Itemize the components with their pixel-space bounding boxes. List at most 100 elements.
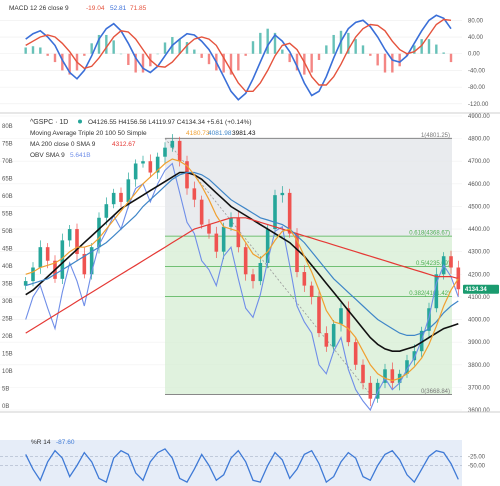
wr-y-tick: -50.00 (468, 464, 486, 470)
macd-histogram-bar (427, 39, 431, 54)
macd-histogram-bar (200, 53, 203, 58)
price-y-tick: 4100.00 (468, 295, 490, 301)
last-price-tag: 4134.34 (463, 284, 499, 294)
macd-histogram-bar (229, 53, 233, 75)
macd-histogram-bar (369, 53, 372, 56)
signal-line (25, 18, 452, 92)
candle-body (346, 308, 351, 343)
candle-body (199, 199, 204, 225)
candle-body (229, 217, 233, 227)
volume-left-tick: 45B (2, 247, 13, 253)
macd-histogram-bar (310, 53, 313, 73)
fib-level-label: 1(4801.25) (421, 133, 450, 139)
volume-left-tick: 25B (2, 317, 13, 323)
candle-body (60, 240, 65, 279)
fib-level-label: 0.382(4101.42) (409, 291, 450, 297)
macd-y-axis: 80.00 40.00 0.00 -40.00 -80.00 -120.00 (468, 18, 489, 107)
candle-body (375, 382, 380, 399)
candle-body (368, 382, 373, 399)
candle-body (45, 247, 50, 261)
macd-histogram-bar (413, 45, 416, 54)
candle-body (170, 140, 175, 148)
macd-y-tick: -120.00 (468, 102, 489, 108)
ma-triple-v3: 3981.43 (232, 130, 256, 137)
market-status-dot (78, 119, 82, 124)
macd-histogram-bar (303, 53, 306, 75)
candle-body (141, 161, 145, 164)
price-y-axis: 4900.00 4800.00 4700.00 4600.00 4500.00 4400.… (468, 114, 490, 414)
last-price-tag-bg (463, 284, 499, 294)
candle-body (119, 192, 123, 202)
macd-histogram-bar (207, 53, 211, 65)
macd-y-tick: 40.00 (468, 35, 484, 41)
volume-left-tick: 60B (2, 194, 13, 200)
volume-left-axis: 80B 75B 70B 65B 60B 55B 50B 45B 40B 35B 30B 25B 20B 1… (2, 124, 13, 410)
macd-histogram-bar (295, 53, 299, 71)
candle-body (89, 247, 94, 275)
candle-body (31, 267, 35, 282)
price-y-tick: 4500.00 (468, 204, 490, 210)
volume-left-tick: 0B (2, 404, 9, 410)
price-y-tick: 4900.00 (468, 114, 490, 120)
obv-legend-name: OBV SMA 9 (30, 152, 65, 159)
macd-histogram-bar (325, 45, 328, 54)
candle-body (251, 274, 255, 282)
macd-histogram-bar (273, 32, 277, 54)
candle-body (287, 192, 292, 234)
price-y-tick: 4800.00 (468, 137, 490, 143)
volume-left-tick: 65B (2, 177, 13, 183)
macd-panel: 80.00 40.00 0.00 -40.00 -80.00 -120.00 MACD 1… (0, 0, 500, 112)
macd-histogram-bar (119, 53, 123, 55)
wr-y-tick: -25.00 (468, 454, 486, 460)
price-y-tick: 3800.00 (468, 363, 490, 369)
volume-left-tick: 75B (2, 142, 13, 148)
price-y-tick: 3700.00 (468, 385, 490, 391)
volume-left-tick: 30B (2, 299, 13, 305)
wr-legend-v: -87.60 (56, 439, 75, 446)
volume-left-tick: 5B (2, 387, 9, 393)
macd-histogram-bar (354, 39, 357, 54)
macd-histogram-bar (185, 42, 189, 54)
candle-body (280, 192, 285, 196)
wr-line (25, 448, 459, 484)
ma200-legend-name: MA 200 close 0 SMA 9 (30, 141, 96, 148)
macd-histogram-bar (383, 53, 387, 73)
macd-histogram-bar (68, 53, 71, 75)
ma-triple-v1: 4180.73 (186, 130, 210, 137)
macd-histogram-bar (281, 49, 284, 54)
macd-histogram-bar (317, 53, 321, 60)
candle-body (243, 247, 248, 275)
candle-body (331, 324, 336, 347)
price-y-tick: 4700.00 (468, 159, 490, 165)
macd-y-tick: -80.00 (468, 85, 486, 91)
price-y-tick: 4000.00 (468, 318, 490, 324)
candle-body (265, 229, 270, 263)
candle-body (192, 188, 197, 200)
macd-histogram-bar (24, 47, 27, 54)
macd-y-tick: 0.00 (468, 52, 480, 58)
price-y-tick: 4400.00 (468, 227, 490, 233)
macd-histogram-bar (178, 39, 181, 54)
volume-left-tick: 20B (2, 334, 13, 340)
macd-histogram-bar (435, 44, 438, 54)
last-price-tag-text: 4134.34 (465, 287, 487, 293)
macd-legend-v3: 71.85 (130, 5, 147, 12)
volume-left-tick: 55B (2, 212, 13, 218)
ma20-line (25, 158, 459, 382)
macd-histogram-bar (83, 53, 86, 56)
price-y-tick: 4300.00 (468, 250, 490, 256)
macd-legend-name: MACD 12 26 close 9 (9, 5, 69, 12)
macd-histogram-bar (259, 32, 262, 54)
candle-body (295, 233, 299, 273)
macd-histogram-bar (53, 53, 57, 63)
macd-histogram-bar (97, 34, 101, 54)
candle-body (82, 253, 87, 275)
candle-body (324, 333, 329, 347)
macd-histogram-bar (31, 46, 35, 54)
candle-body (97, 217, 101, 248)
obv-line (25, 162, 459, 412)
candle-body (273, 195, 277, 230)
macd-histogram-bar (112, 40, 115, 54)
candle-body (75, 229, 79, 254)
